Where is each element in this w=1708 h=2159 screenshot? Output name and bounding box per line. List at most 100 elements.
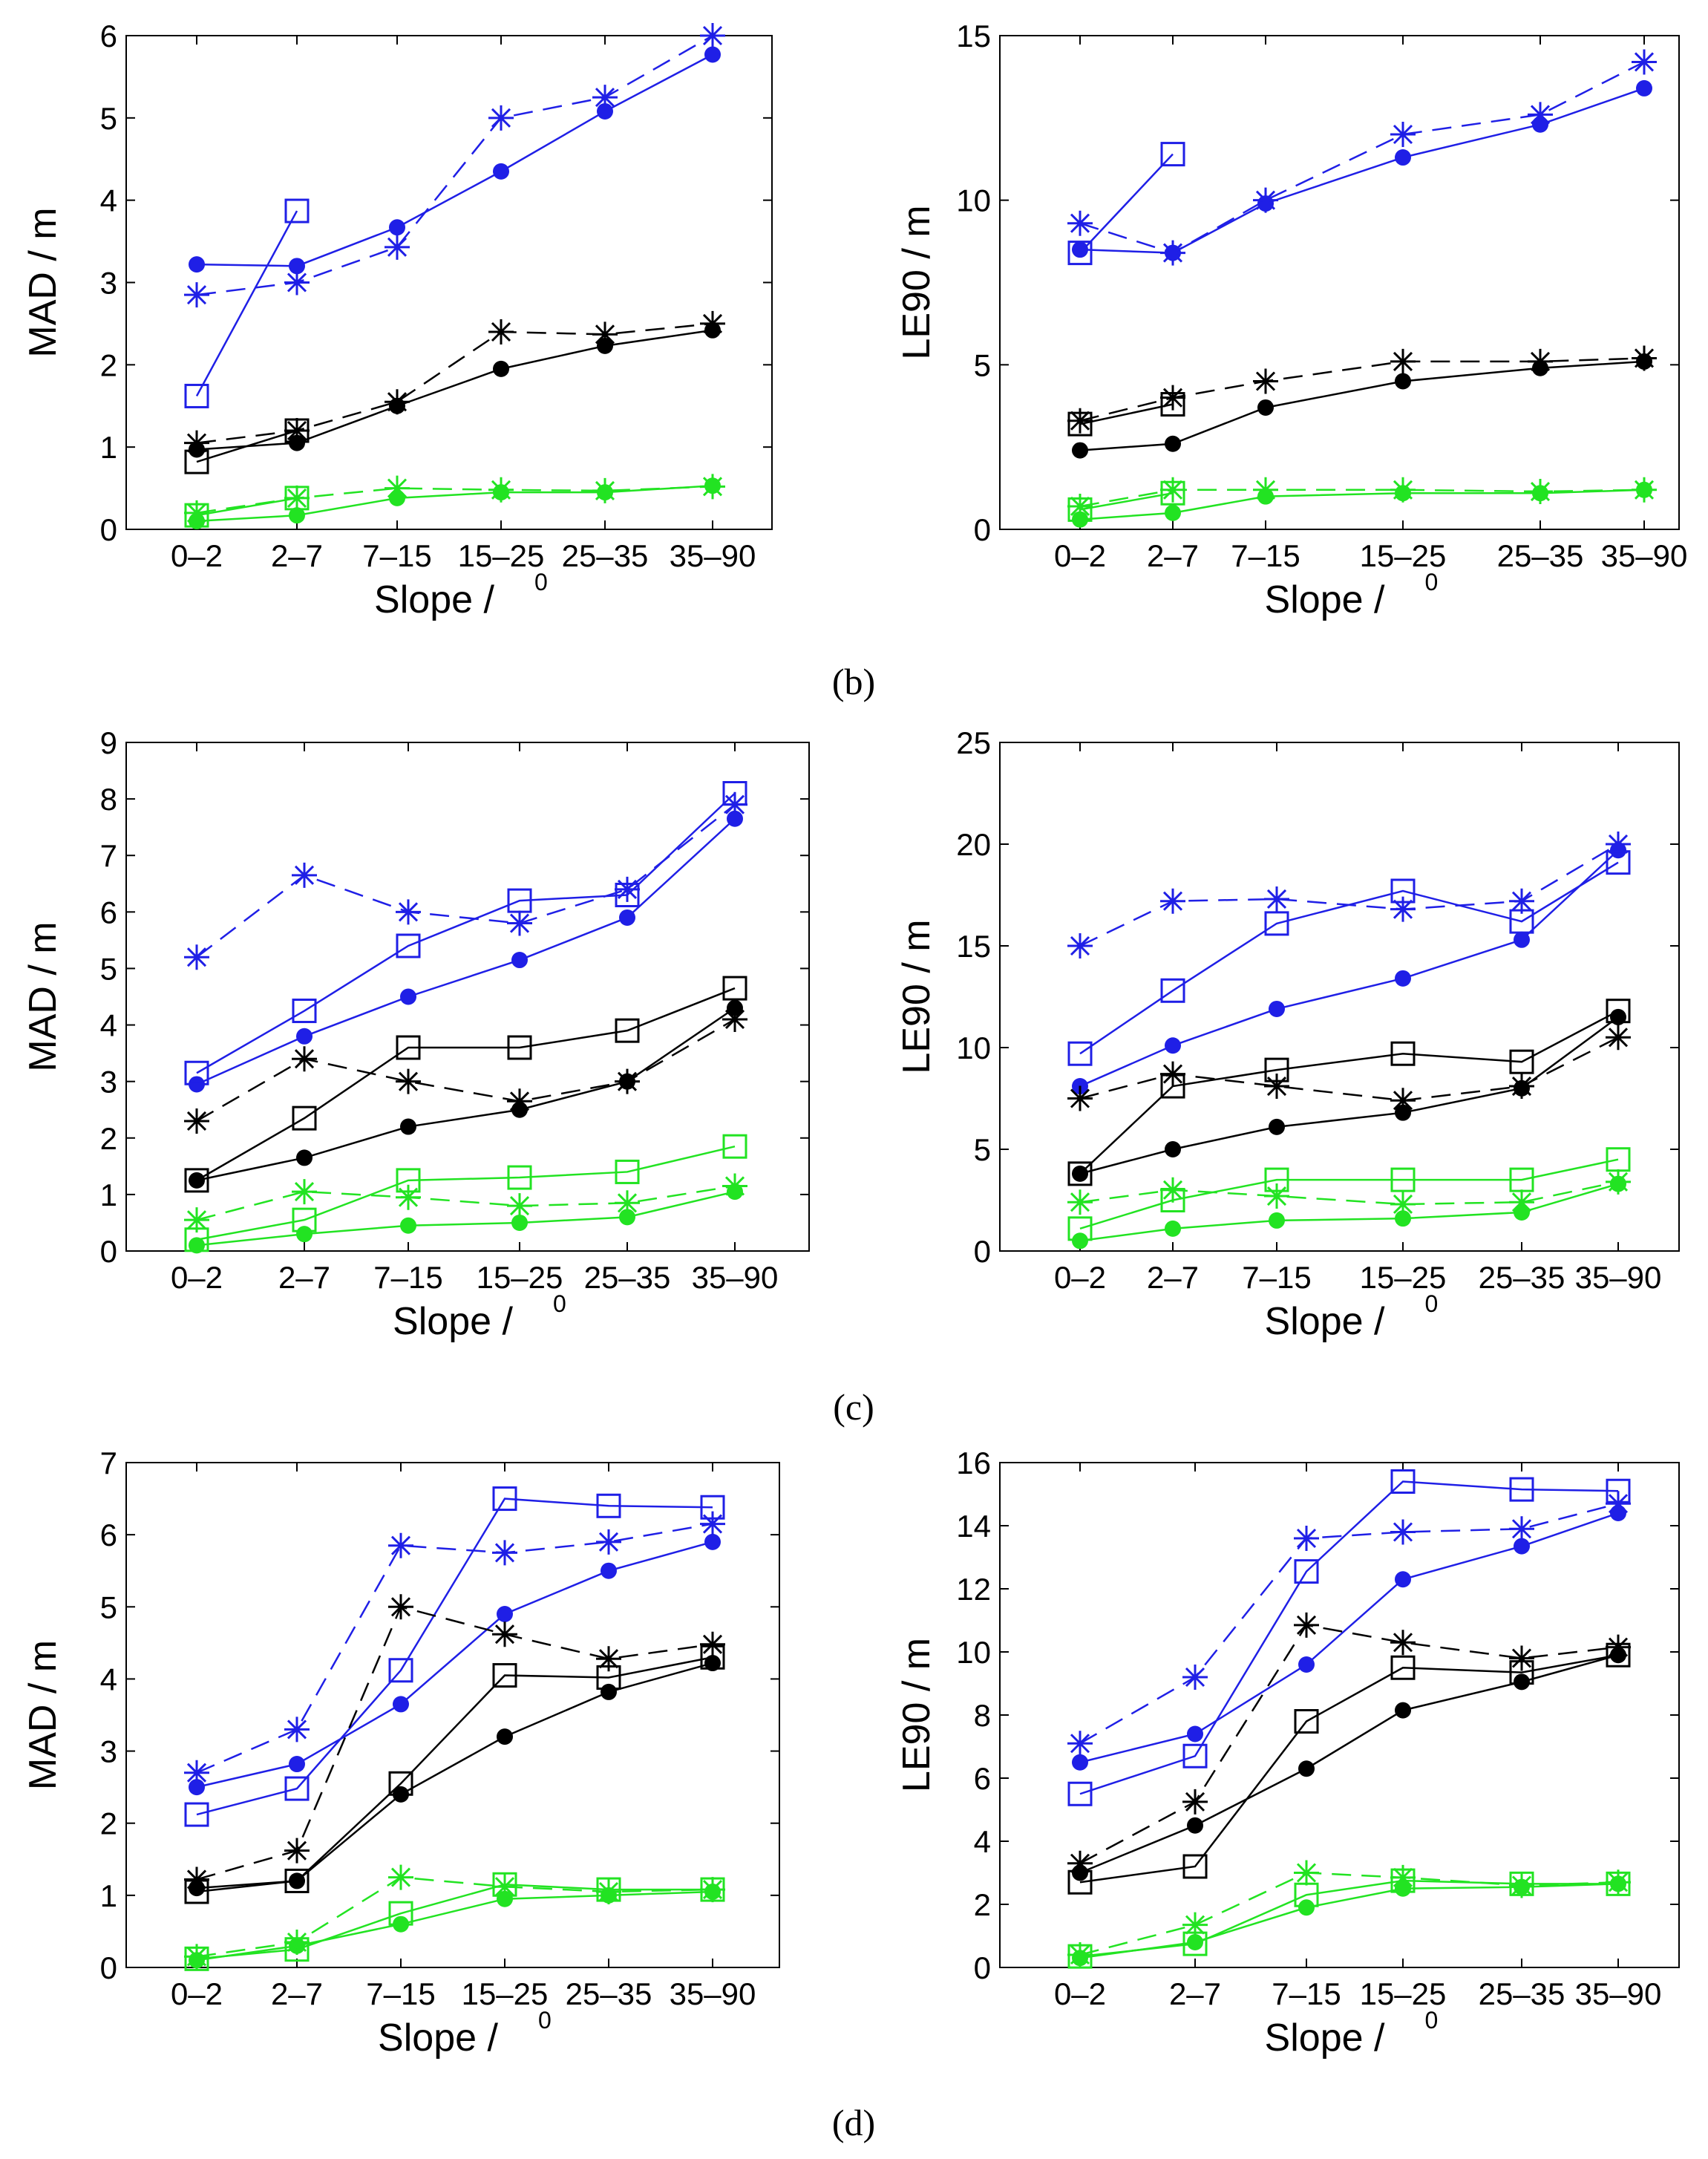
series-1	[1067, 49, 1657, 266]
series-1	[184, 23, 725, 308]
data-point	[1264, 911, 1289, 936]
data-point	[1264, 1183, 1289, 1209]
y-tick-label: 16	[956, 1446, 991, 1480]
data-point	[284, 198, 310, 223]
series-4	[1067, 1025, 1631, 1114]
series-line	[196, 1185, 736, 1221]
data-point	[284, 418, 310, 443]
data-point	[396, 1068, 421, 1094]
x-tick-label: 15–25	[462, 1976, 549, 2011]
data-point	[396, 1035, 421, 1060]
series-2	[184, 781, 747, 1085]
y-tick-label: 3	[100, 1065, 117, 1100]
data-point	[1606, 999, 1631, 1024]
data-point	[184, 1168, 209, 1193]
series-5	[184, 418, 310, 474]
data-point	[1528, 102, 1553, 128]
y-axis-label: MAD / m	[22, 207, 65, 357]
y-tick-label: 6	[100, 19, 117, 53]
data-point	[1072, 1754, 1088, 1771]
y-tick-label: 10	[956, 1635, 991, 1670]
data-point	[388, 1532, 413, 1558]
x-tick-label: 15–25	[458, 538, 545, 573]
data-point	[1636, 79, 1652, 97]
data-point	[184, 383, 209, 408]
series-2	[1067, 142, 1185, 266]
data-point	[1165, 1037, 1181, 1054]
y-tick-label: 5	[100, 1590, 117, 1624]
x-tick-label: 7–15	[366, 1976, 435, 2011]
data-point	[396, 933, 421, 958]
series-2	[184, 198, 310, 408]
chart-b-right: 0 5 10 15 0–2 2–7 7–15 15–25 25–35 35–90 Slope / 0 L…	[895, 19, 1687, 621]
data-point	[1264, 1167, 1289, 1192]
series-line	[196, 803, 736, 958]
series-line	[196, 1523, 713, 1774]
x-tick-label: 25–35	[562, 538, 649, 573]
chart-d-left: 0 1 2 3 4 5 6 7 0–2 2–7 7–15 15–25 25–35 35–90 Slope /…	[22, 1446, 780, 2060]
x-tick-label: 0–2	[171, 1976, 223, 2011]
data-point	[284, 1930, 310, 1955]
x-tick-label: 35–90	[670, 538, 756, 573]
x-tick-label: 2–7	[1169, 1976, 1221, 2011]
data-point	[296, 1149, 313, 1166]
x-tick-label: 7–15	[1272, 1976, 1341, 2011]
series-line	[196, 987, 736, 1181]
x-tick-label: 25–35	[1497, 538, 1584, 573]
data-point	[1390, 1864, 1416, 1890]
data-point	[1395, 373, 1411, 390]
y-tick-label: 1	[100, 1178, 117, 1212]
data-point	[1294, 1526, 1319, 1551]
data-point	[1160, 240, 1185, 266]
plot-frame	[125, 742, 810, 1252]
x-axis-label: Slope /	[1265, 578, 1385, 621]
series-line	[1079, 153, 1174, 254]
series-line	[196, 329, 713, 451]
y-tick-label: 0	[100, 512, 117, 547]
data-point	[1606, 1869, 1631, 1895]
data-point	[1606, 1147, 1631, 1172]
series-8	[184, 486, 310, 528]
data-point	[289, 507, 305, 524]
data-point	[1160, 385, 1185, 411]
data-point	[700, 1877, 725, 1902]
data-point	[615, 883, 640, 907]
data-point	[1606, 1478, 1631, 1503]
data-point	[596, 1646, 621, 1672]
data-point	[1395, 1571, 1411, 1588]
data-point	[1606, 850, 1631, 875]
data-point	[1294, 1709, 1319, 1734]
data-point	[292, 1207, 317, 1232]
data-point	[1390, 477, 1416, 503]
data-point	[493, 163, 509, 180]
y-tick-label: 1	[100, 430, 117, 465]
series-0	[1072, 79, 1652, 261]
x-axis-label-sup: 0	[1425, 2007, 1439, 2034]
y-tick-label: 20	[956, 827, 991, 862]
data-point	[292, 862, 317, 888]
x-axis-label-sup: 0	[553, 1290, 566, 1317]
data-point	[284, 1717, 310, 1742]
data-point	[184, 1760, 209, 1786]
series-line	[1079, 357, 1645, 422]
series-line	[1079, 1503, 1619, 1745]
data-point	[1528, 479, 1553, 505]
data-point	[1390, 1041, 1416, 1066]
data-point	[1390, 1630, 1416, 1656]
y-tick-label: 4	[100, 183, 117, 218]
series-3	[189, 999, 743, 1189]
plot-frame	[125, 1462, 780, 1968]
data-point	[1298, 1899, 1315, 1916]
data-point	[1165, 435, 1181, 452]
y-tick-label: 12	[956, 1572, 991, 1607]
data-point	[492, 1663, 517, 1688]
data-point	[1509, 1872, 1534, 1898]
data-point	[488, 319, 514, 344]
caption-d: (d)	[832, 2102, 875, 2143]
series-2	[1067, 850, 1631, 1066]
data-point	[1294, 1559, 1319, 1584]
series-line	[1079, 1654, 1619, 1874]
y-axis-label: MAD / m	[22, 1640, 65, 1790]
data-point	[393, 1696, 409, 1713]
x-tick-label: 15–25	[1360, 1976, 1447, 2011]
